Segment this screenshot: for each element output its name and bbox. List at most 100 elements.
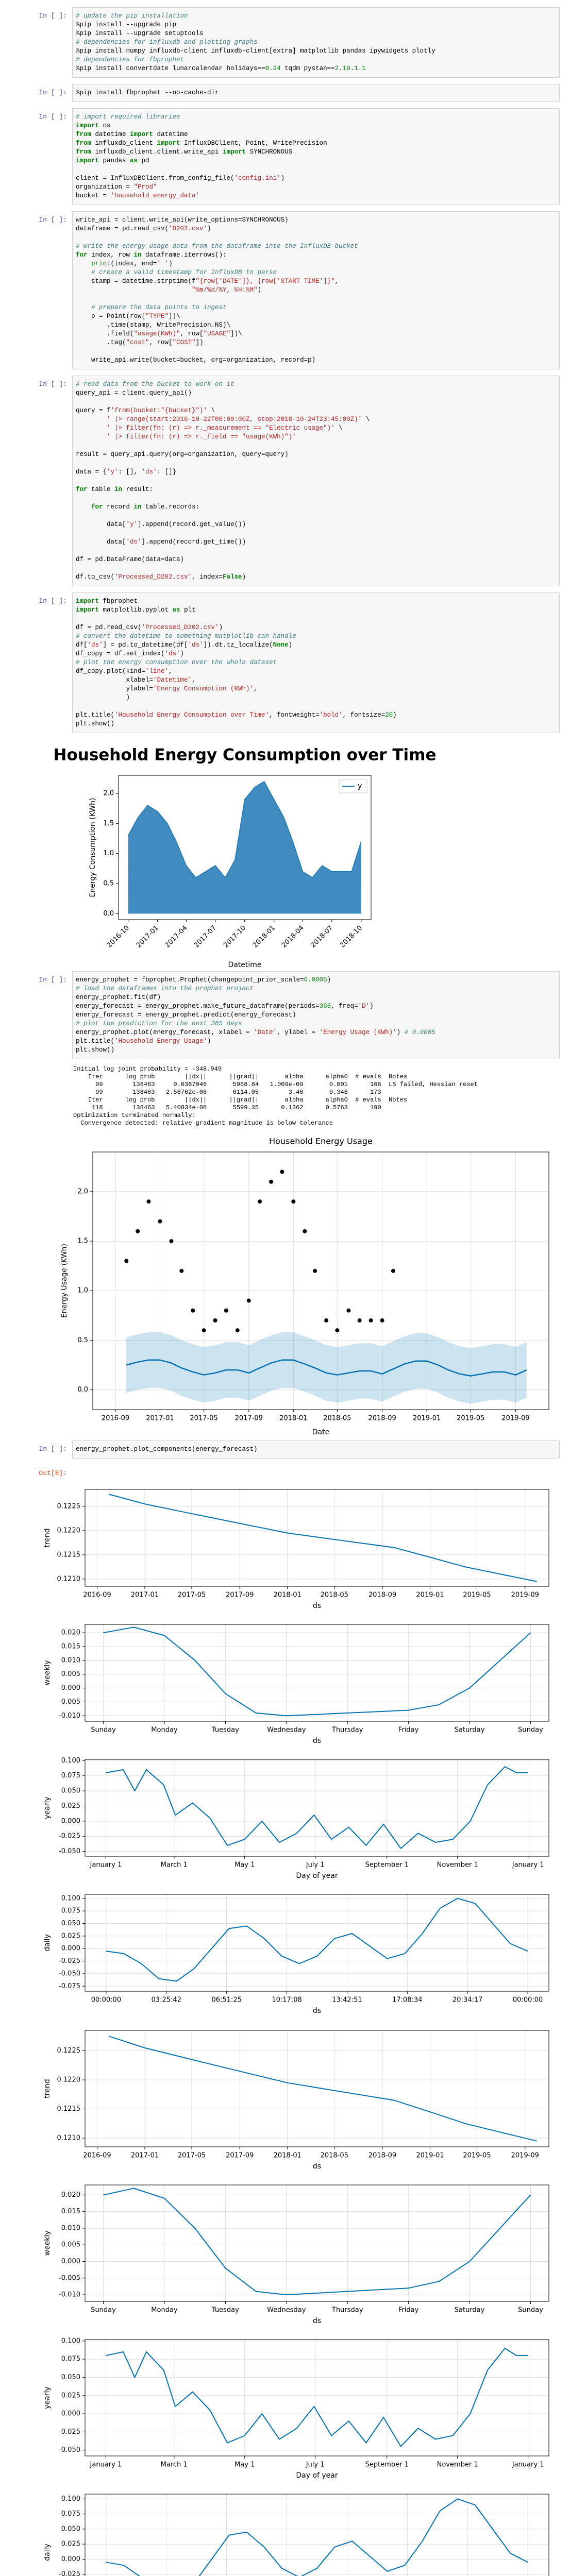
y-tick-label: 0.1220	[57, 1527, 81, 1534]
y-tick-label: 0.000	[61, 1945, 80, 1953]
line	[108, 2036, 537, 2142]
x-axis-label: ds	[313, 1737, 321, 1745]
y-tick-label: 1.5	[103, 820, 114, 827]
code[interactable]: write_api = client.write_api(write_optio…	[72, 211, 560, 369]
x-tick-label: Thursday	[331, 1726, 363, 1734]
x-tick-label: 00:00:00	[513, 1996, 543, 2004]
y-tick-label: 0.000	[61, 2410, 80, 2418]
x-tick-label: 2018-01	[274, 1591, 301, 1599]
y-tick-label: 0.015	[61, 2208, 80, 2215]
code-cell: In [ ]: # read data from the bucket to wo…	[0, 376, 560, 586]
y-tick-label: 0.020	[61, 1629, 80, 1637]
observed-point	[357, 1318, 362, 1323]
chart-title: Household Energy Usage	[269, 1137, 373, 1146]
x-tick-label: 2019-05	[463, 2152, 491, 2160]
y-tick-label: 0.025	[61, 1802, 80, 1810]
legend-label: y	[358, 782, 362, 790]
x-tick-label: Tuesday	[211, 1726, 239, 1734]
y-tick-label: 0.5	[77, 1336, 88, 1344]
x-axis-label: Datetime	[228, 961, 261, 969]
components-figure: 0.1210 0.1215 0.1220 0.1225 2016-09 2017-01 20…	[43, 1489, 549, 2015]
code[interactable]: # update the pip installation %pip insta…	[72, 7, 560, 78]
axes-frame	[85, 2494, 549, 2576]
forecast-chart: 0.0 0.5 1.0 1.5 2.0 2016-09 2017-01 2017-05 2017…	[60, 1137, 549, 1436]
y-tick-label: 0.075	[61, 2355, 80, 2363]
x-tick-label: Thursday	[331, 2307, 363, 2314]
x-tick-label: Saturday	[455, 2307, 485, 2314]
y-tick-label: 0.005	[61, 1670, 80, 1678]
observed-point	[346, 1308, 351, 1313]
y-tick-label: 0.1225	[57, 1502, 81, 1510]
y-tick-label: 0.050	[61, 2525, 80, 2533]
x-tick-label: Friday	[398, 1726, 419, 1734]
observed-point	[124, 1259, 129, 1263]
x-tick-label: Tuesday	[211, 2307, 239, 2314]
y-tick-label: 0.100	[61, 1894, 80, 1902]
code[interactable]: # import required libraries import os fr…	[72, 108, 560, 205]
code[interactable]: energy_prophet.plot_components(energy_fo…	[72, 1440, 560, 1459]
y-tick-label: -0.025	[59, 1957, 80, 1965]
x-tick-label: 2018-09	[368, 1415, 396, 1422]
y-tick-label: -0.050	[59, 1848, 80, 1855]
x-tick-label: 06:51:25	[211, 1996, 241, 2004]
code[interactable]: import fbprophet import matplotlib.pyplo…	[72, 592, 560, 733]
x-tick-label: January 1	[512, 1861, 544, 1869]
x-tick-label: 00:00:00	[91, 1996, 121, 2004]
x-axis-label: Date	[312, 1428, 329, 1436]
plot-area	[85, 2340, 549, 2456]
observed-point	[335, 1328, 340, 1333]
y-tick-label: 0.000	[61, 1817, 80, 1825]
x-tick-label: 17:08:34	[392, 1996, 422, 2004]
axes-frame	[118, 775, 372, 920]
x-tick-label: Saturday	[455, 1726, 485, 1734]
line	[106, 2348, 528, 2447]
in-prompt: In [ ]:	[39, 216, 67, 224]
plot-area	[85, 2185, 549, 2301]
x-tick-label: March 1	[161, 2461, 188, 2469]
y-axis-label: daily	[43, 1934, 52, 1952]
y-tick-label: -0.005	[59, 2274, 80, 2282]
code[interactable]: # read data from the bucket to work on i…	[72, 376, 560, 586]
y-tick-label: 1.0	[77, 1287, 88, 1295]
x-tick-label: January 1	[90, 1861, 122, 1869]
observed-point	[136, 1229, 140, 1233]
axes-frame	[85, 1624, 549, 1722]
x-tick-label: March 1	[161, 1861, 188, 1869]
y-tick-label: 0.010	[61, 2224, 80, 2232]
y-axis-label: weekly	[43, 1660, 52, 1686]
x-tick-label: 2016-10	[106, 924, 131, 950]
plot-area	[85, 1894, 549, 1991]
plot-area	[85, 1759, 549, 1856]
y-tick-label: 1.0	[103, 850, 114, 857]
x-tick-label: 2017-05	[178, 2152, 206, 2160]
plot-area	[93, 1152, 549, 1410]
observed-point	[269, 1179, 274, 1184]
y-tick-label: -0.025	[59, 2428, 80, 2436]
code[interactable]: %pip install fbprophet --no-cache-dir	[72, 84, 560, 102]
line	[106, 1766, 528, 1849]
y-axis-label: yearly	[43, 2386, 52, 2409]
x-tick-label: November 1	[437, 1861, 478, 1869]
axes-frame	[85, 1759, 549, 1857]
x-tick-label: 2019-01	[416, 2152, 444, 2160]
y-tick-label: 0.1220	[57, 2076, 81, 2084]
y-tick-label: 0.1225	[57, 2047, 81, 2055]
y-tick-label: 0.050	[61, 1787, 80, 1795]
x-tick-label: 10:17:08	[272, 1996, 301, 2004]
x-axis-label: ds	[313, 2317, 321, 2325]
x-tick-label: 2017-01	[146, 1415, 174, 1422]
in-prompt: In [ ]:	[39, 12, 67, 20]
chart-title: Household Energy Consumption over Time	[54, 746, 437, 765]
observed-point	[213, 1318, 217, 1323]
x-tick-label: 2017-09	[235, 1415, 263, 1422]
observed-point	[191, 1308, 195, 1313]
y-axis-label: daily	[43, 2544, 52, 2561]
code[interactable]: energy_prophet = fbprophet.Prophet(chang…	[72, 971, 560, 1059]
x-tick-label: January 1	[90, 2461, 122, 2469]
line	[106, 2498, 528, 2576]
plot-area	[85, 1489, 549, 1586]
axes-frame	[85, 1489, 549, 1587]
x-tick-label: 2016-09	[83, 2152, 111, 2160]
